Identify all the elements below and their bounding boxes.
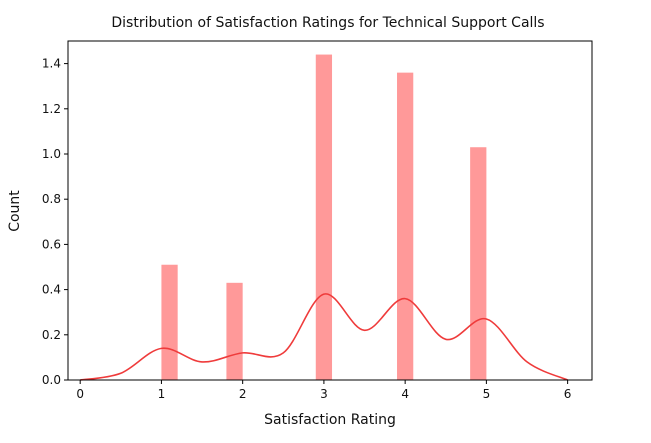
x-tick-label: 6 xyxy=(564,387,572,401)
x-tick-label: 2 xyxy=(239,387,247,401)
y-tick-label: 0.4 xyxy=(42,283,61,297)
y-tick-label: 0.6 xyxy=(42,237,61,251)
plot-frame xyxy=(67,40,593,381)
x-axis-ticks: 0 1 2 3 4 5 6 xyxy=(76,380,571,401)
bar-2 xyxy=(315,54,333,381)
y-axis-label: Count xyxy=(7,190,23,232)
bar-3 xyxy=(397,72,414,380)
y-axis-ticks: 0.0 0.2 0.4 0.6 0.8 1.0 1.2 1.4 xyxy=(42,57,68,387)
y-tick-label: 0.8 xyxy=(42,192,61,206)
y-tick-label: 1.2 xyxy=(42,102,61,116)
x-tick-label: 3 xyxy=(320,387,328,401)
x-tick-label: 4 xyxy=(401,387,409,401)
bars-group xyxy=(161,54,487,381)
x-tick-label: 1 xyxy=(158,387,166,401)
bar-1 xyxy=(226,282,243,380)
bar-0 xyxy=(161,264,178,380)
chart-title: Distribution of Satisfaction Ratings for… xyxy=(111,15,544,31)
kde-group xyxy=(80,293,568,381)
y-tick-label: 0.0 xyxy=(42,373,61,387)
x-tick-label: 5 xyxy=(483,387,491,401)
kde-line xyxy=(80,293,568,381)
x-tick-label: 0 xyxy=(76,387,84,401)
x-axis-label: Satisfaction Rating xyxy=(264,412,396,428)
y-tick-label: 0.2 xyxy=(42,328,61,342)
y-tick-label: 1.0 xyxy=(42,147,61,161)
bar-4 xyxy=(470,147,487,380)
y-tick-label: 1.4 xyxy=(42,57,61,71)
